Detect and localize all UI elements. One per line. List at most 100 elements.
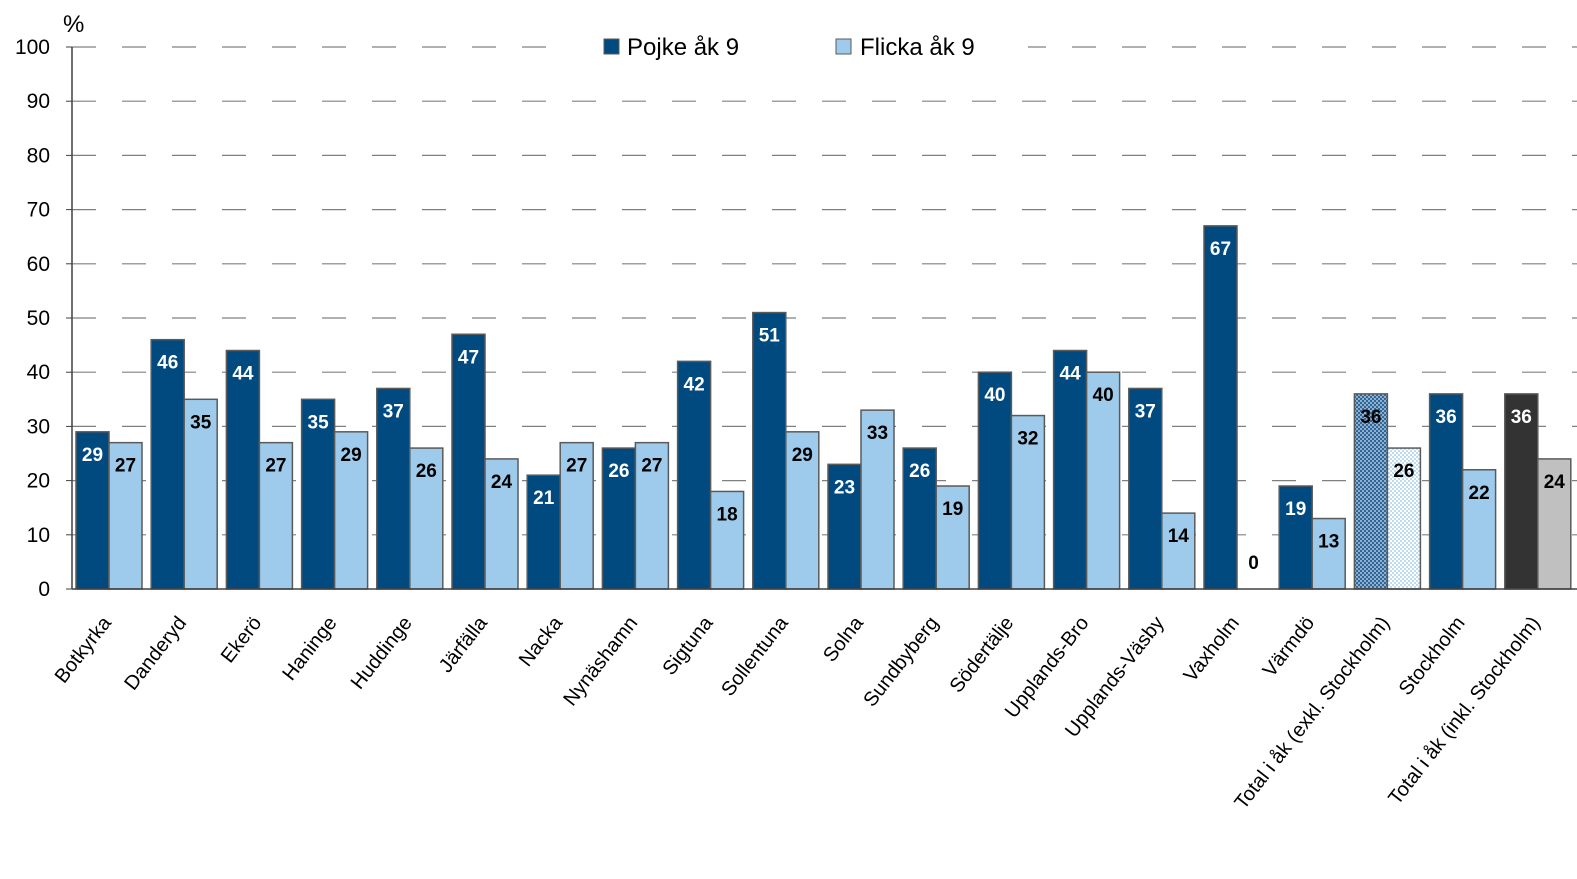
bar-boy — [1128, 387, 1163, 590]
bar-girl — [935, 485, 970, 590]
data-label-girl: 26 — [1393, 461, 1414, 482]
data-label-boy: 42 — [684, 374, 705, 395]
bar-boy — [752, 311, 787, 590]
x-category-label: Nacka — [515, 612, 568, 671]
x-category-label: Botkyrka — [51, 612, 117, 688]
data-label-girl: 27 — [641, 456, 662, 477]
bar-girl — [1461, 469, 1497, 590]
data-label-boy: 26 — [909, 461, 930, 482]
data-label-girl: 27 — [115, 456, 136, 477]
data-label-boy: 36 — [1436, 407, 1457, 428]
y-tick-label: 60 — [27, 253, 50, 276]
x-category-label: Solna — [819, 612, 868, 667]
legend: Pojke åk 9 Flicka åk 9 — [566, 27, 1028, 65]
data-label-boy: 44 — [1060, 364, 1082, 385]
y-tick-label: 90 — [27, 90, 50, 113]
bar-girl — [108, 441, 143, 590]
x-category-label: Värmdö — [1259, 613, 1319, 682]
x-category-label: Sollentuna — [717, 612, 793, 701]
bar-girl — [709, 490, 745, 590]
bar-boy — [676, 360, 712, 590]
bar-boy — [451, 333, 486, 590]
x-category-label: Total i åk (exkl. Stockholm) — [1231, 613, 1395, 814]
bar-boy — [1278, 485, 1313, 590]
data-label-boy: 21 — [533, 488, 555, 509]
y-tick-label: 40 — [27, 361, 50, 384]
data-label-girl: 27 — [566, 456, 587, 477]
bar-boy — [1203, 225, 1238, 590]
x-category-label: Sigtuna — [658, 612, 718, 680]
data-label-girl: 29 — [792, 445, 813, 466]
data-label-boy: 36 — [1360, 407, 1381, 428]
axes — [71, 47, 1577, 590]
data-label-girl: 0 — [1248, 553, 1259, 574]
data-label-boy: 36 — [1511, 407, 1532, 428]
bar-boy — [902, 447, 937, 590]
bar-boy — [1428, 393, 1464, 590]
x-category-label: Ekerö — [217, 613, 267, 668]
bar-boy — [526, 474, 561, 590]
x-category-label: Huddinge — [347, 613, 417, 694]
data-label-girl: 19 — [942, 499, 963, 520]
x-category-label: Södertälje — [946, 613, 1019, 698]
legend-swatch-boy — [603, 38, 620, 55]
x-category-label: Stockholm — [1395, 613, 1470, 700]
bar-girl — [1161, 512, 1196, 590]
legend-label-boy: Pojke åk 9 — [627, 34, 739, 61]
x-category-label: Danderyd — [120, 613, 191, 695]
x-axis-category-labels: Botkyrka Danderyd Ekerö Haninge Huddinge Järf… — [51, 612, 1545, 814]
data-label-boy: 51 — [759, 326, 781, 347]
data-label-boy: 37 — [383, 401, 404, 422]
data-label-girl: 35 — [190, 412, 212, 433]
data-label-boy: 23 — [834, 477, 855, 498]
bar-boy — [225, 349, 261, 590]
bar-boy — [1052, 349, 1088, 590]
data-label-boy: 35 — [308, 412, 330, 433]
y-axis-ticks: 0 10 20 30 40 50 60 70 80 90 100 — [15, 36, 72, 601]
bar-girl — [333, 431, 369, 590]
y-tick-label: 100 — [15, 36, 50, 59]
data-labels: 29 27 46 35 44 27 35 29 37 26 47 24 21 27 26 27 42 18 51 29… — [82, 239, 1565, 574]
bar-boy — [150, 338, 185, 590]
bar-girl — [785, 431, 820, 590]
bar-girl — [183, 398, 218, 590]
y-tick-label: 80 — [27, 144, 50, 167]
legend-swatch-girl — [835, 38, 852, 55]
legend-background — [566, 27, 1028, 65]
y-tick-label: 20 — [27, 470, 50, 493]
y-axis-unit-label: % — [63, 11, 84, 38]
bar-girl — [559, 441, 594, 590]
data-label-boy: 37 — [1135, 401, 1156, 422]
bar-girl — [860, 409, 895, 590]
y-tick-label: 50 — [27, 307, 50, 330]
data-label-boy: 67 — [1210, 239, 1231, 260]
data-label-girl: 26 — [416, 461, 437, 482]
x-category-label: Total i åk (inkl. Stockholm) — [1384, 613, 1544, 810]
x-category-label: Vaxholm — [1180, 613, 1244, 687]
data-label-boy: 40 — [984, 385, 1005, 406]
data-label-girl: 14 — [1168, 526, 1190, 547]
data-label-girl: 22 — [1469, 483, 1490, 504]
data-label-girl: 24 — [491, 472, 513, 493]
data-label-boy: 26 — [608, 461, 629, 482]
y-tick-label: 30 — [27, 415, 50, 438]
bar-girl — [634, 441, 670, 590]
data-label-girl: 27 — [265, 456, 286, 477]
data-label-boy: 19 — [1285, 499, 1306, 520]
data-label-girl: 33 — [867, 423, 888, 444]
data-label-girl: 29 — [341, 445, 362, 466]
bar-boy — [601, 447, 637, 590]
legend-label-girl: Flicka åk 9 — [860, 34, 975, 61]
y-tick-label: 0 — [38, 578, 50, 601]
bar-girl — [484, 458, 519, 590]
y-tick-label: 10 — [27, 524, 50, 547]
data-label-girl: 32 — [1017, 429, 1038, 450]
x-category-label: Sundbyberg — [859, 613, 943, 712]
bar-girl — [1010, 414, 1046, 590]
data-label-girl: 18 — [717, 504, 738, 525]
bar-girl — [1311, 517, 1346, 590]
y-tick-label: 70 — [27, 199, 50, 222]
data-label-boy: 46 — [157, 353, 178, 374]
data-label-boy: 29 — [82, 445, 103, 466]
